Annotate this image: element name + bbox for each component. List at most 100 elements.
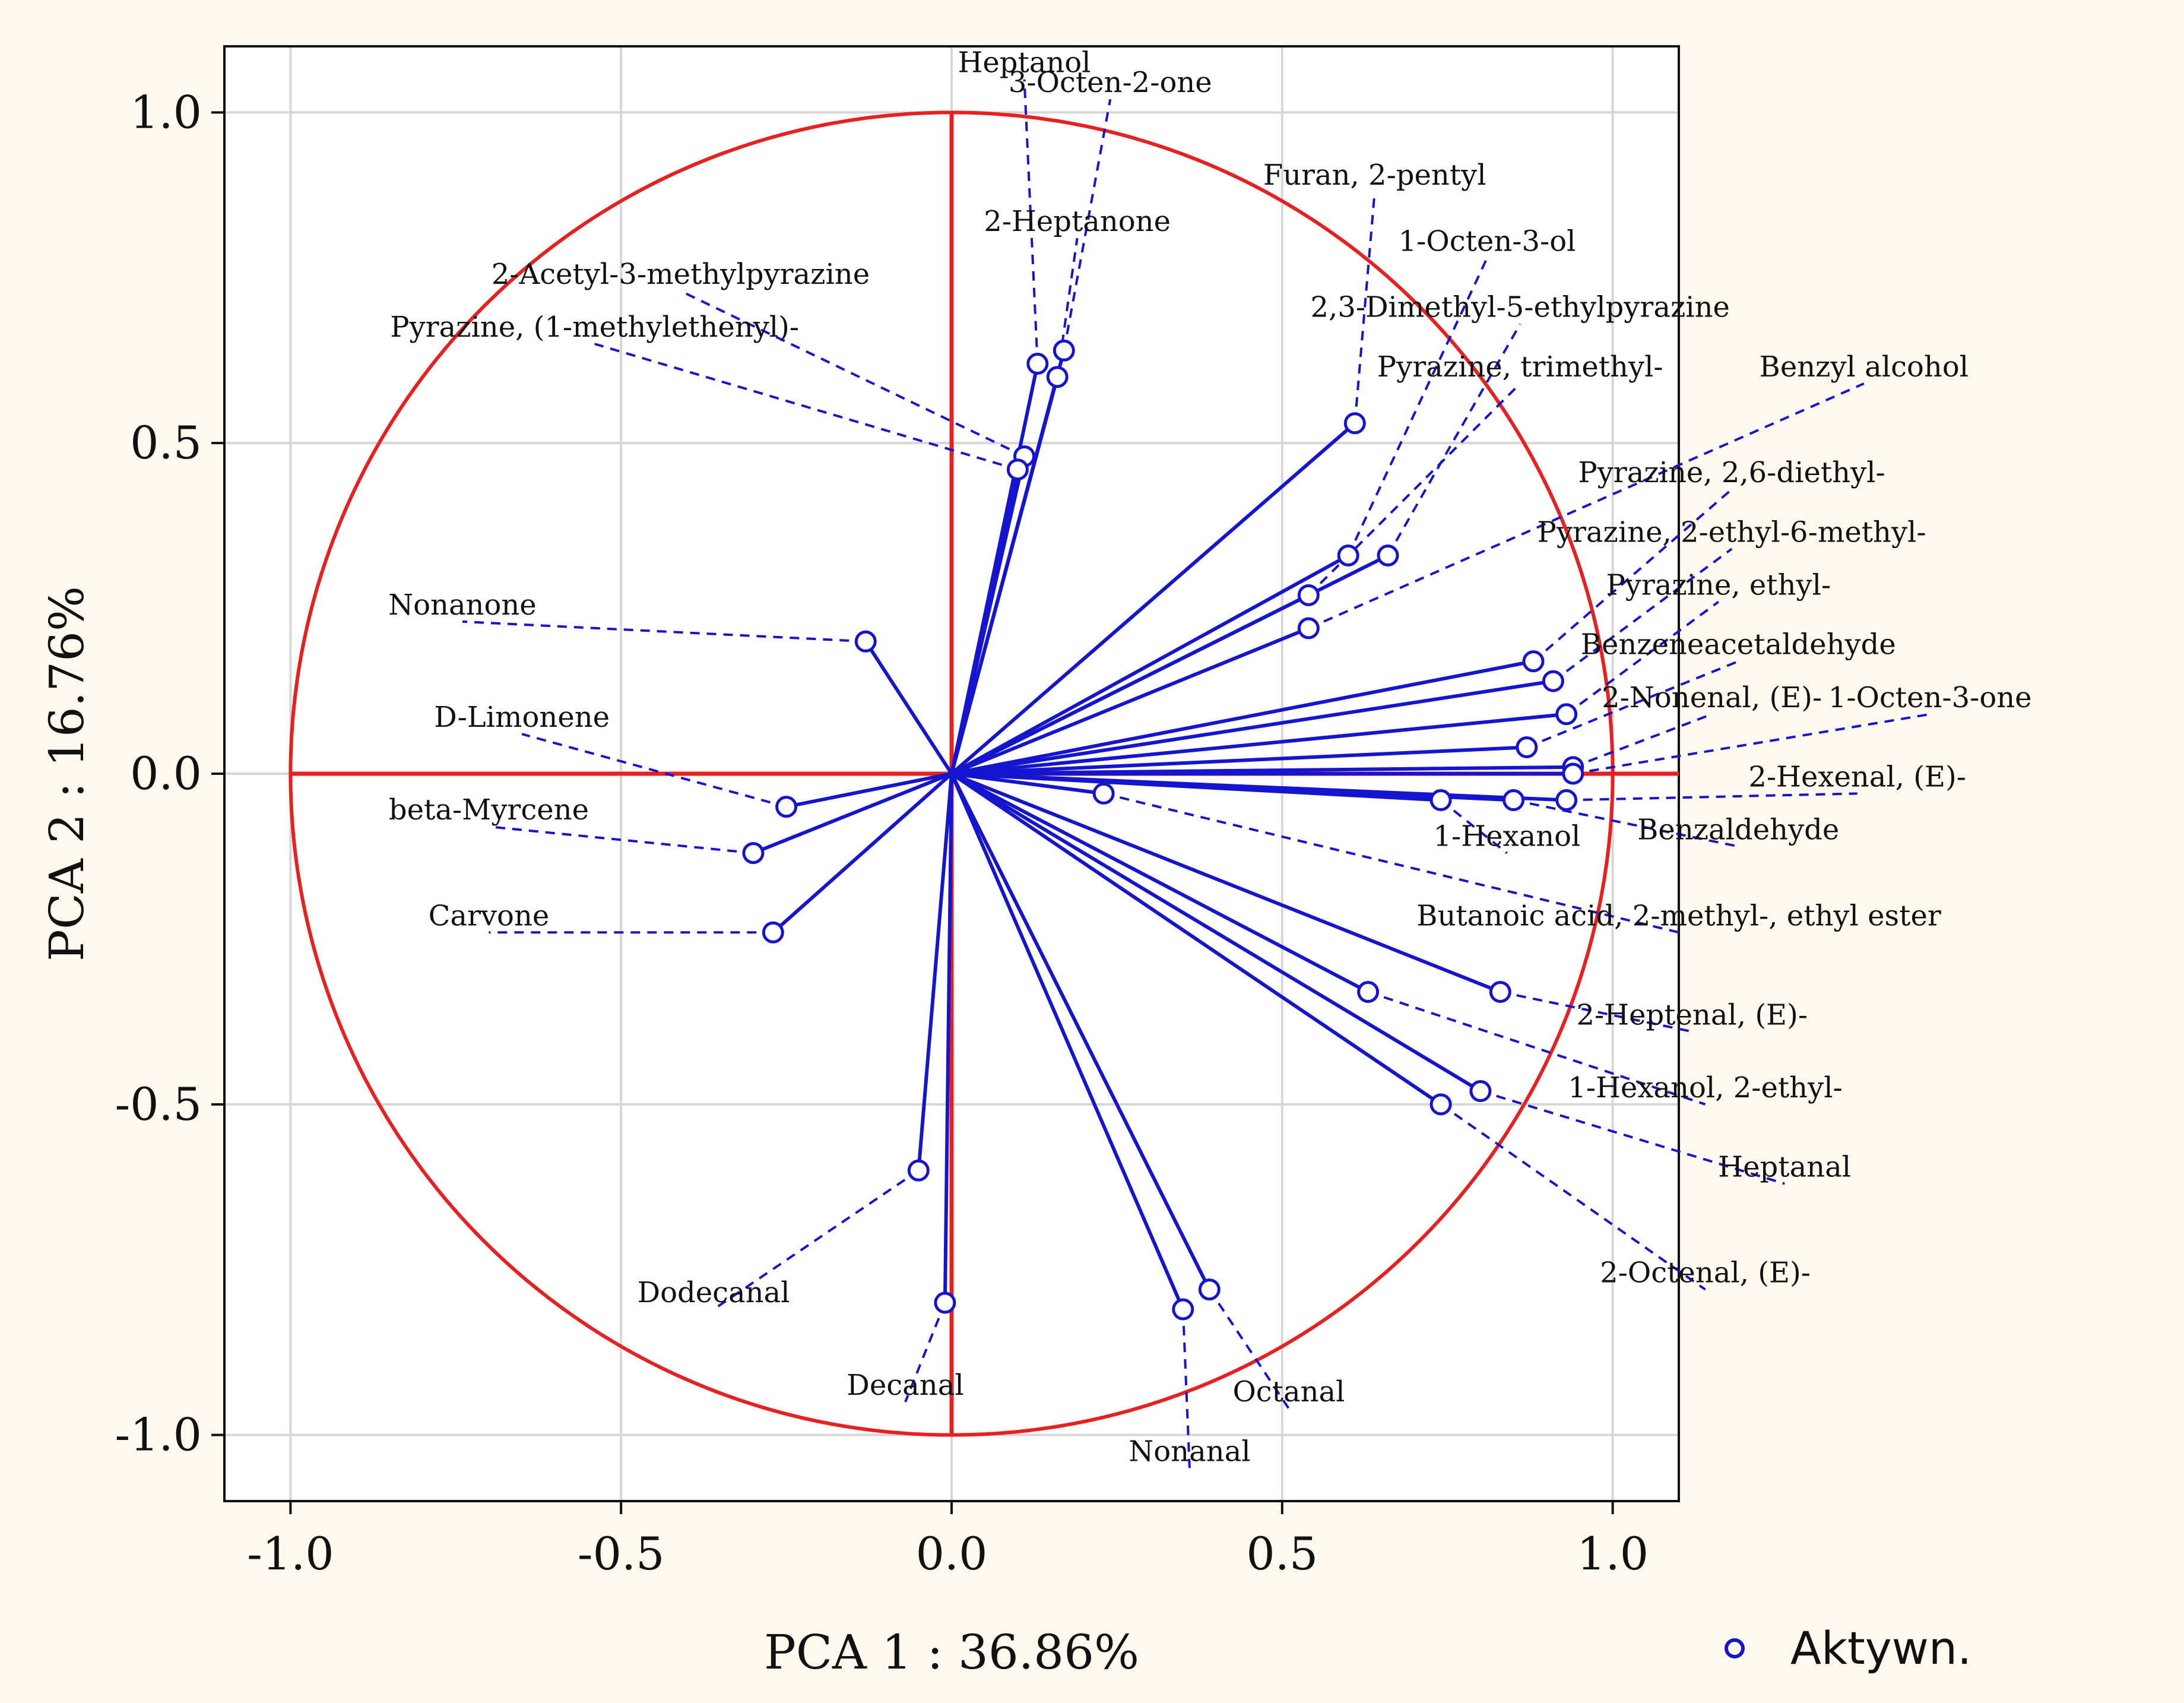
x-tick-label: 0.5 bbox=[1246, 1527, 1318, 1580]
loading-vectors bbox=[752, 350, 1573, 1311]
loading-point-29 bbox=[762, 921, 784, 944]
loading-vector-27 bbox=[786, 772, 952, 809]
leader-line-9 bbox=[1308, 382, 1865, 629]
variable-label-21: 1-Hexanol, 2-ethyl- bbox=[1568, 1071, 1842, 1104]
loading-vector-8 bbox=[950, 593, 1310, 775]
loading-vector-11 bbox=[951, 679, 1554, 775]
variable-label-30: Dodecanal bbox=[638, 1276, 790, 1309]
leader-line-15 bbox=[1573, 713, 1931, 775]
leader-line-17 bbox=[1440, 799, 1508, 854]
y-tick-label: 0.0 bbox=[130, 747, 202, 800]
label-leaders bbox=[462, 79, 1931, 1468]
variable-label-15: 1-Octen-3-one bbox=[1828, 681, 2032, 714]
variable-label-24: Octanal bbox=[1232, 1375, 1345, 1408]
y-axis-title: PCA 2 : 16.76% bbox=[39, 586, 94, 961]
variable-label-9: Benzyl alcohol bbox=[1760, 350, 1969, 384]
loading-point-5 bbox=[1343, 412, 1366, 435]
loading-point-0 bbox=[1026, 353, 1049, 375]
leader-line-1 bbox=[1063, 99, 1112, 351]
leader-line-3 bbox=[680, 290, 1025, 458]
variable-label-23: 2-Octenal, (E)- bbox=[1600, 1256, 1811, 1290]
loading-vector-26 bbox=[864, 640, 953, 775]
loading-point-20 bbox=[1489, 981, 1511, 1003]
leader-line-5 bbox=[1353, 191, 1376, 423]
loading-point-16 bbox=[1555, 789, 1578, 812]
leader-line-13 bbox=[1526, 660, 1739, 749]
loading-vector-30 bbox=[917, 773, 953, 1171]
variable-label-13: Benzeneacetaldehyde bbox=[1581, 628, 1896, 661]
variable-label-1: 3-Octen-2-one bbox=[1009, 66, 1212, 99]
loading-vector-9 bbox=[950, 626, 1310, 775]
loading-point-12 bbox=[1555, 703, 1578, 726]
loading-vector-13 bbox=[951, 745, 1527, 775]
leader-line-14 bbox=[1573, 713, 1713, 768]
variable-label-5: Furan, 2-pentyl bbox=[1263, 159, 1486, 192]
y-tick-label: 0.5 bbox=[130, 416, 202, 469]
variable-label-26: Nonanone bbox=[388, 588, 537, 622]
loading-vector-25 bbox=[950, 773, 1185, 1311]
loading-vector-22 bbox=[950, 772, 1482, 1093]
y-tick-label: -1.0 bbox=[115, 1408, 202, 1461]
loading-points bbox=[742, 339, 1584, 1321]
variable-label-29: Carvone bbox=[429, 899, 550, 932]
loading-point-23 bbox=[1429, 1093, 1452, 1116]
loading-point-11 bbox=[1542, 670, 1564, 692]
loading-vector-29 bbox=[772, 772, 953, 934]
loading-vector-28 bbox=[752, 772, 953, 855]
ticks: -1.0 -0.5 0.0 0.5 1.0 -1.0 -0.5 0.0 0.5 1.0 bbox=[115, 86, 1649, 1580]
leader-line-27 bbox=[521, 733, 787, 808]
legend: Aktywn. bbox=[1725, 1622, 1971, 1674]
loading-vector-5 bbox=[950, 422, 1356, 775]
loading-point-8 bbox=[1297, 584, 1320, 606]
variable-label-18: Benzaldehyde bbox=[1637, 813, 1839, 847]
loading-vector-2 bbox=[950, 376, 1060, 774]
x-tick-label: 0.0 bbox=[916, 1527, 988, 1580]
loading-vector-19 bbox=[951, 772, 1104, 796]
leader-line-24 bbox=[1208, 1289, 1290, 1410]
loading-point-26 bbox=[854, 630, 877, 653]
loading-point-31 bbox=[934, 1292, 956, 1314]
loading-vector-4 bbox=[950, 469, 1020, 774]
variable-label-10: Pyrazine, 2,6-diethyl- bbox=[1578, 456, 1885, 489]
variable-label-12: Pyrazine, ethyl- bbox=[1606, 568, 1831, 602]
loading-point-19 bbox=[1092, 782, 1115, 805]
loading-point-28 bbox=[742, 842, 765, 865]
loading-vector-18 bbox=[951, 772, 1514, 802]
leader-line-22 bbox=[1480, 1090, 1785, 1185]
loading-vector-12 bbox=[951, 712, 1567, 775]
variable-label-11: Pyrazine, 2-ethyl-6-methyl- bbox=[1538, 515, 1926, 549]
x-tick-label: -1.0 bbox=[247, 1527, 334, 1580]
variable-label-20: 2-Heptenal, (E)- bbox=[1576, 998, 1808, 1031]
leader-line-0 bbox=[1023, 79, 1039, 364]
loading-point-18 bbox=[1503, 789, 1525, 812]
variable-label-4: Pyrazine, (1-methylethenyl)- bbox=[390, 311, 799, 344]
y-tick-label: 1.0 bbox=[130, 86, 202, 138]
variable-label-2: 2-Heptanone bbox=[984, 205, 1171, 238]
leader-line-21 bbox=[1367, 990, 1706, 1106]
loading-vector-6 bbox=[950, 553, 1349, 775]
loading-vector-31 bbox=[943, 773, 953, 1303]
loading-point-9 bbox=[1297, 617, 1320, 640]
loading-point-7 bbox=[1377, 545, 1399, 566]
variable-label-16: 2-Hexenal, (E)- bbox=[1748, 760, 1966, 793]
variable-label-3: 2-Acetyl-3-methylpyrazine bbox=[492, 258, 870, 291]
leader-line-18 bbox=[1513, 799, 1739, 848]
loading-point-2 bbox=[1046, 366, 1069, 388]
loading-point-22 bbox=[1469, 1080, 1492, 1103]
x-tick-label: 1.0 bbox=[1577, 1527, 1649, 1580]
loading-vector-10 bbox=[951, 659, 1534, 775]
loading-vector-24 bbox=[950, 773, 1212, 1290]
variable-label-19: Butanoic acid, 2-methyl-, ethyl ester bbox=[1416, 899, 1941, 932]
leader-line-23 bbox=[1440, 1103, 1706, 1291]
loading-vector-20 bbox=[950, 772, 1501, 994]
variable-label-17: 1-Hexanol bbox=[1434, 820, 1581, 853]
loading-point-10 bbox=[1522, 650, 1545, 673]
loading-point-17 bbox=[1429, 789, 1452, 812]
loading-vector-23 bbox=[950, 772, 1442, 1106]
loading-point-25 bbox=[1172, 1298, 1194, 1321]
loading-vector-21 bbox=[950, 772, 1369, 994]
x-axis-title: PCA 1 : 36.86% bbox=[764, 1625, 1139, 1680]
variable-label-6: 1-Octen-3-ol bbox=[1399, 224, 1576, 258]
loading-point-13 bbox=[1516, 736, 1538, 758]
